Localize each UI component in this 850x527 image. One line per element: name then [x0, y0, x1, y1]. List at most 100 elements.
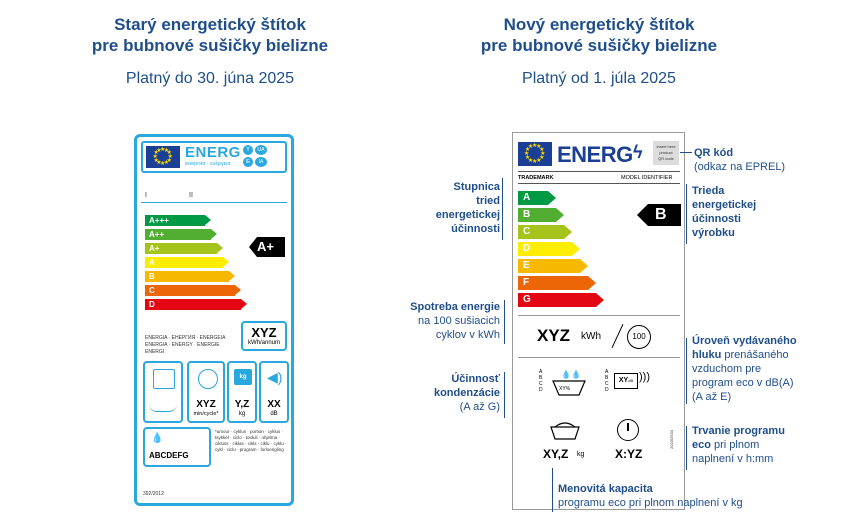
flag-star-icon: ★ [160, 161, 166, 168]
class-letter: B [539, 375, 543, 381]
eu-flag-icon: ★ ★ ★ ★ ★ ★ ★ ★ ★ ★ ★ ★ [518, 142, 552, 166]
new-energy-label: ★ ★ ★ ★ ★ ★ ★ ★ ★ ★ ★ ★ ENERG ϟ Insert here product… [512, 132, 685, 510]
old-time-box: XYZ min/cycle* [187, 361, 225, 423]
flag-star-icon: ★ [156, 160, 162, 167]
old-class-bar-c: C [145, 285, 241, 296]
flag-star-icon: ★ [524, 155, 531, 162]
qr-text: product [659, 150, 673, 155]
flag-star-icon: ★ [167, 154, 173, 160]
class-letter: D [605, 387, 609, 393]
annotation-desc: naplnení v h:mm [692, 453, 774, 465]
connector-bracket [552, 468, 553, 512]
divider [518, 315, 680, 316]
qr-text: Insert here [656, 144, 676, 149]
old-footnote: *umour · cyklus · portion · cyklus · tsy… [215, 429, 287, 452]
clock-hand [627, 423, 629, 431]
qr-text: QR code [658, 156, 674, 161]
new-condensation-letters: A B C D [539, 369, 543, 393]
class-letter: C [539, 381, 543, 387]
class-letter: C [605, 381, 609, 387]
new-noise-value: XY [618, 377, 629, 384]
annotation-line: Trieda [692, 185, 725, 197]
sound-waves-icon: ))) [639, 371, 650, 383]
annotation-title: Spotreba energie [410, 301, 500, 313]
connector-bracket [686, 184, 687, 244]
old-consumption-unit: kWh/annum [247, 340, 280, 346]
new-class-bar-g: G [518, 293, 604, 307]
annotation-class: Trieda energetickej účinnosti výrobku [692, 184, 756, 240]
annotation-line: účinnosti [692, 213, 741, 225]
flag-star-icon: ★ [160, 146, 166, 153]
new-capacity-value: XY,Z [543, 447, 569, 461]
new-consumption-unit: kWh [581, 331, 601, 342]
flag-star-icon: ★ [156, 147, 162, 154]
annotation-title: Trvanie programu [692, 425, 785, 437]
old-capacity-value: Y,Z [234, 399, 250, 410]
annotation-desc: program eco v dB(A) [692, 377, 794, 389]
laundry-basket-icon [550, 422, 580, 440]
flag-star-icon: ★ [163, 160, 170, 167]
old-class-bar-b: B [145, 271, 235, 282]
annotation-title: hluku [692, 349, 722, 361]
old-condensation-classes: ABCDEFG [149, 451, 189, 460]
class-letter: A [605, 369, 609, 375]
flag-star-icon: ★ [540, 151, 546, 157]
qr-code-placeholder: Insert here product QR code [653, 141, 679, 165]
speaker-icon: ◀) [267, 369, 283, 385]
new-class-bar-c: C [518, 225, 572, 239]
annotation-title: eco [692, 439, 711, 451]
old-energ-text: ENERG [185, 144, 241, 161]
annotation-line: Stupnica [453, 181, 500, 193]
annotation-desc: (A až G) [459, 401, 500, 413]
new-title-line2: pre bubnové sušičky bielizne [480, 36, 718, 55]
plug-icon [149, 397, 177, 412]
annotation-desc: pri plnom [714, 439, 760, 451]
divider [141, 202, 287, 203]
energy-word-line: ENERGI [145, 349, 165, 355]
connector-bracket [504, 300, 505, 344]
annotation-desc: (A až E) [692, 391, 732, 403]
new-class-bar-b: B [518, 208, 564, 222]
lang-badge: IA [255, 157, 267, 167]
lang-badge: Y [243, 145, 253, 155]
old-consumption-box: XYZ kWh/annum [241, 321, 287, 351]
model-identifier: MODEL IDENTIFIER [621, 175, 673, 181]
old-condensation-box: 💧 ABCDEFG [143, 427, 211, 467]
new-consumption-value: XYZ [537, 326, 571, 345]
annotation-line: výrobku [692, 227, 735, 239]
old-title-line1: Starý energetický štítok [114, 15, 306, 34]
old-noise-box: ◀) XX dB [259, 361, 289, 423]
divider [518, 183, 680, 184]
cycles-icon: 100 [627, 325, 651, 349]
svg-text:💧💧: 💧💧 [561, 369, 581, 379]
new-title: Nový energetický štítok pre bubnové suši… [449, 14, 749, 56]
new-class-bar-d: D [518, 242, 580, 256]
condensation-icon: 💧💧 [552, 369, 586, 396]
new-class-bar-f: F [518, 276, 596, 290]
annotation-desc: vzduchom pre [692, 363, 762, 375]
annotation-line: tried [476, 195, 500, 207]
annotation-title: Účinnosť [451, 373, 500, 385]
old-energy-words: ENERGIA · ЕНЕРГИЯ · ENERGEIA ENERGIA · E… [145, 335, 225, 356]
connector-bracket [502, 178, 503, 240]
annotation-desc: (odkaz na EPREL) [694, 161, 786, 173]
old-roman-ii: II [189, 192, 193, 199]
annotation-condensation: Účinnosť kondenzácie (A až G) [410, 372, 500, 414]
new-rating-text: B [655, 206, 667, 223]
class-letter: A [539, 369, 543, 375]
flag-star-icon: ★ [163, 147, 170, 154]
flag-star-icon: ★ [523, 151, 530, 157]
flag-star-icon: ★ [153, 157, 159, 164]
annotation-scale: Stupnica tried energetickej účinnosti [424, 180, 500, 236]
flag-star-icon: ★ [527, 158, 534, 165]
clock-icon [617, 419, 639, 441]
new-title-line1: Nový energetický štítok [503, 15, 695, 34]
old-class-bar-a3plus: A+++ [145, 215, 211, 226]
annotation-desc: na 100 sušiacich [418, 315, 500, 327]
speaker-icon: XYdB [614, 373, 638, 389]
annotation-title: Úroveň vydávaného [692, 335, 797, 347]
divider [518, 171, 680, 172]
annotation-title: Menovitá kapacita [558, 483, 653, 495]
dryer-icon [153, 369, 175, 389]
flag-star-icon: ★ [166, 150, 172, 157]
